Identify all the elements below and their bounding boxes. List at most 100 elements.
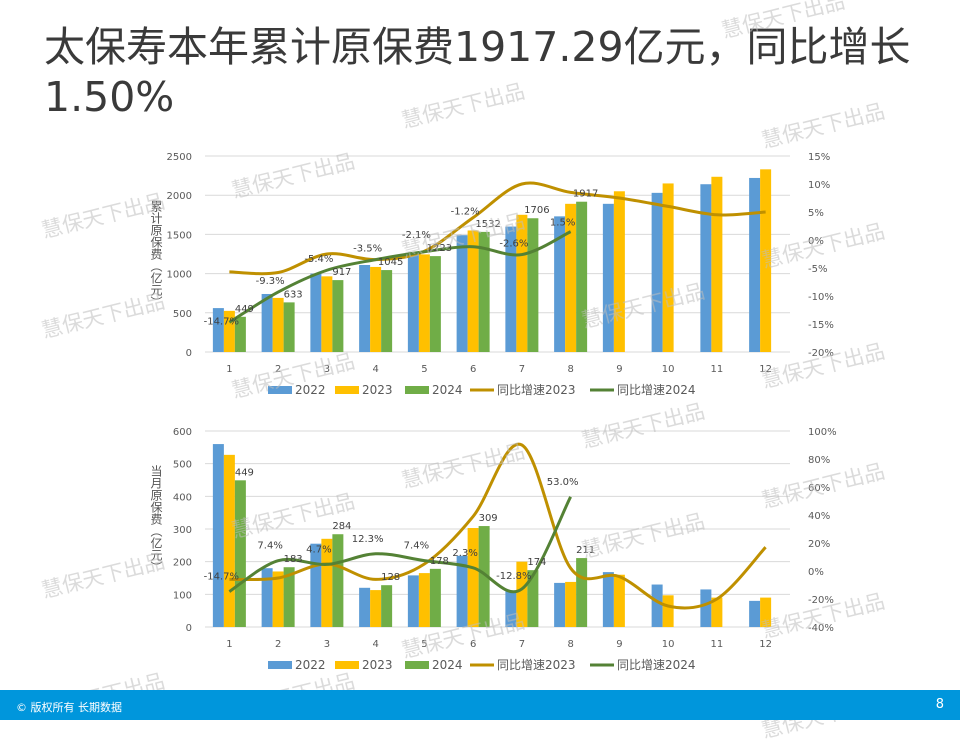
bar-2023 <box>760 597 772 627</box>
bar-2023 <box>321 276 333 352</box>
y-tick-label: 200 <box>173 558 192 569</box>
bar-2022 <box>749 177 761 352</box>
bar-data-label: 211 <box>576 545 595 556</box>
bar-2024 <box>234 316 246 352</box>
bar-2022 <box>505 591 517 627</box>
bar-2022 <box>212 308 224 352</box>
bar-2022 <box>359 264 371 352</box>
x-tick-label: 2 <box>275 364 281 375</box>
x-tick-label: 3 <box>324 364 330 375</box>
y-tick-label: 500 <box>173 460 192 471</box>
bar-data-label: 1917 <box>573 189 598 200</box>
bar-data-label: 284 <box>332 521 351 532</box>
bar-data-label: 174 <box>527 557 546 568</box>
y-tick-label: 400 <box>173 492 192 503</box>
bar-2023 <box>516 214 528 352</box>
y2-tick-label: 80% <box>808 455 830 466</box>
growth-data-label: -14.7% <box>204 572 239 583</box>
y2-tick-label: 15% <box>808 152 830 163</box>
growth-data-label: 4.7% <box>306 544 331 555</box>
bar-2023 <box>565 203 577 352</box>
bar-data-label: 1045 <box>378 257 403 268</box>
growth-line-同比增速2024 <box>228 496 572 594</box>
x-tick-label: 11 <box>711 639 724 650</box>
x-tick-label: 10 <box>662 639 675 650</box>
bar-2022 <box>554 216 566 352</box>
bar-2022 <box>407 575 419 627</box>
x-tick-label: 2 <box>275 639 281 650</box>
bar-2023 <box>613 191 625 352</box>
x-tick-label: 9 <box>616 364 622 375</box>
bar-2023 <box>223 310 235 352</box>
bar-2023 <box>321 538 333 627</box>
bar-2023 <box>711 176 723 352</box>
bar-2022 <box>310 273 322 352</box>
bar-2023 <box>565 581 577 627</box>
bar-data-label: 183 <box>284 554 303 565</box>
growth-data-label: 7.4% <box>257 541 282 552</box>
legend-swatch-2023 <box>335 661 359 669</box>
bar-2022 <box>456 235 468 352</box>
growth-data-label: 1.5% <box>550 218 575 229</box>
x-tick-label: 6 <box>470 364 476 375</box>
legend-label: 同比增速2024 <box>617 658 696 672</box>
x-tick-label: 1 <box>226 364 232 375</box>
bar-2024 <box>576 201 588 352</box>
bar-2024 <box>576 558 588 627</box>
growth-line-同比增速2024 <box>228 230 572 324</box>
growth-line-同比增速2023 <box>229 181 766 276</box>
y-tick-label: 1000 <box>167 270 192 281</box>
bar-2024 <box>332 534 344 627</box>
bar-2022 <box>212 444 224 627</box>
bar-2023 <box>467 230 479 352</box>
y2-tick-label: 0% <box>808 236 824 247</box>
bar-2023 <box>370 266 382 352</box>
legend-label: 2022 <box>295 658 326 672</box>
bar-2024 <box>381 270 393 352</box>
x-tick-label: 10 <box>662 364 675 375</box>
y2-tick-label: 60% <box>808 483 830 494</box>
monthly-premium-chart: 0 100 200 300 400 500 600 -40% -20% 0% 20% 40% 60% 80… <box>173 427 837 672</box>
growth-data-label: -9.3% <box>256 276 285 287</box>
bar-2023 <box>418 573 430 627</box>
legend-label: 2023 <box>362 383 393 397</box>
x-tick-label: 7 <box>519 639 525 650</box>
bar-2024 <box>429 256 441 352</box>
x-tick-label: 4 <box>372 639 378 650</box>
y-tick-label: 1500 <box>167 230 192 241</box>
bar-2024 <box>429 568 441 627</box>
x-tick-label: 7 <box>519 364 525 375</box>
bar-2023 <box>760 169 772 352</box>
bar-2023 <box>370 590 382 627</box>
bar-2024 <box>527 218 539 352</box>
y2-tick-label: -5% <box>808 264 827 275</box>
legend-swatch-2024 <box>405 661 429 669</box>
bar-2022 <box>359 587 371 627</box>
x-tick-label: 12 <box>759 364 772 375</box>
x-tick-label: 11 <box>711 364 724 375</box>
bar-2023 <box>516 561 528 627</box>
bar-2023 <box>272 297 284 352</box>
legend-label: 2022 <box>295 383 326 397</box>
bar-2024 <box>283 302 295 352</box>
bar-2023 <box>613 574 625 627</box>
growth-data-label: -2.1% <box>402 230 431 241</box>
y-tick-label: 2000 <box>167 191 192 202</box>
bar-data-label: 1532 <box>475 219 500 230</box>
legend-label: 同比增速2023 <box>497 658 576 672</box>
bar-2022 <box>749 600 761 627</box>
y-tick-label: 600 <box>173 427 192 438</box>
legend-label: 2024 <box>432 383 463 397</box>
bar-2022 <box>700 184 712 352</box>
bar-data-label: 128 <box>381 572 400 583</box>
bar-2022 <box>505 226 517 352</box>
footer-bar: © 版权所有 长期数据 8 <box>0 690 960 720</box>
bar-data-label: 917 <box>332 267 351 278</box>
bar-2022 <box>602 203 614 352</box>
bar-2023 <box>467 528 479 627</box>
bar-2024 <box>381 585 393 627</box>
x-tick-label: 12 <box>759 639 772 650</box>
x-tick-label: 8 <box>567 639 573 650</box>
cumulative-premium-chart: 0 500 1000 1500 2000 2500 -20% -15% -10% -5% 0% 5% 1… <box>167 152 834 397</box>
bar-2022 <box>407 252 419 352</box>
